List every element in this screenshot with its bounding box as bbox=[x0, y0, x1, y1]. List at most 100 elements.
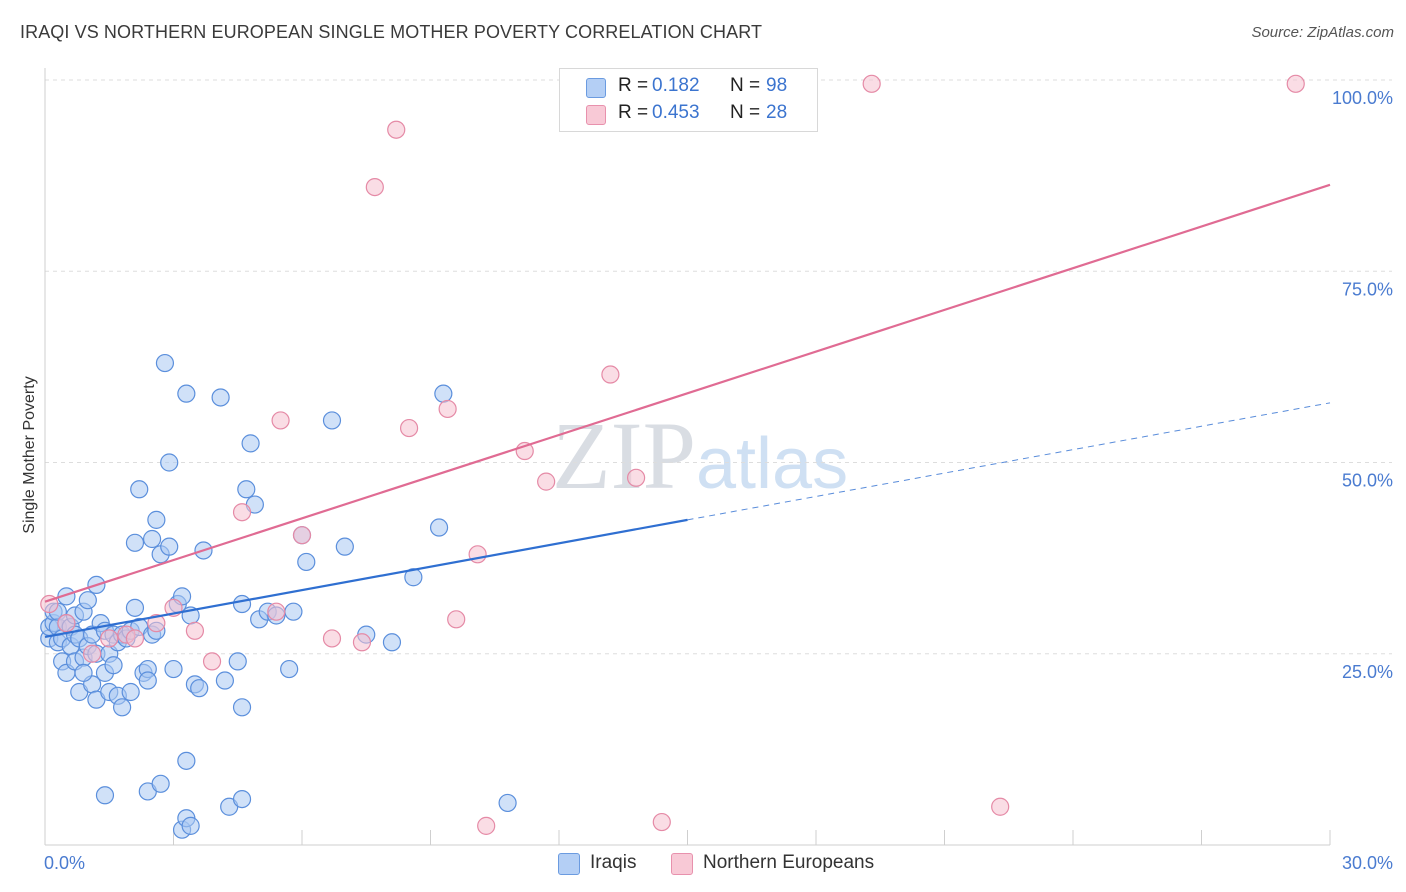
iraqi-point bbox=[498, 793, 517, 813]
x-ticks bbox=[44, 830, 1331, 845]
iraqi-point bbox=[121, 682, 140, 702]
iraqi-point bbox=[232, 594, 252, 614]
northern-european-point bbox=[438, 399, 457, 419]
iraqi-point bbox=[228, 652, 247, 671]
iraqi-point bbox=[215, 671, 234, 690]
bottom-legend-label: Iraqis bbox=[590, 852, 637, 873]
iraqi-point bbox=[429, 518, 449, 537]
iraqi-point bbox=[160, 453, 179, 472]
iraqi-point bbox=[160, 537, 179, 556]
northern-european-swatch bbox=[671, 853, 693, 875]
y-tick-label: 25.0% bbox=[1342, 662, 1393, 682]
y-axis-label: Single Mother Poverty bbox=[21, 376, 38, 533]
northern-european-point bbox=[232, 503, 252, 522]
northern-european-points bbox=[40, 70, 1305, 835]
northern-european-point bbox=[399, 418, 419, 438]
iraqi-point bbox=[164, 659, 183, 679]
northern-european-point bbox=[322, 629, 342, 648]
iraqi-point bbox=[322, 411, 342, 430]
y-tick-labels: 25.0% 50.0% 75.0% 100.0% bbox=[1332, 88, 1393, 682]
iraqi-point bbox=[382, 633, 402, 652]
northern-european-point bbox=[447, 610, 466, 629]
y-tick-label: 75.0% bbox=[1342, 279, 1393, 299]
axes bbox=[44, 68, 1330, 846]
northern-european-point bbox=[991, 797, 1010, 816]
legend-r-value: 0.453 bbox=[652, 102, 700, 123]
iraqi-point bbox=[297, 552, 316, 572]
northern-european-point bbox=[100, 629, 119, 648]
northern-european-point bbox=[537, 472, 556, 491]
northern-european-point bbox=[83, 644, 102, 663]
bottom-legend-label: Northern Europeans bbox=[703, 852, 875, 873]
x-tick-label-max: 30.0% bbox=[1342, 853, 1393, 873]
iraqi-point bbox=[78, 591, 97, 610]
iraqi-trend-extension bbox=[687, 402, 1331, 521]
iraqi-point bbox=[232, 789, 252, 809]
iraqi-point bbox=[74, 663, 93, 682]
iraqi-point bbox=[335, 537, 354, 556]
northern-european-point bbox=[57, 614, 76, 633]
legend-r-label: R = bbox=[618, 102, 649, 123]
northern-european-point bbox=[862, 74, 881, 93]
watermark-zip: ZIP bbox=[552, 402, 696, 509]
chart-title: IRAQI VS NORTHERN EUROPEAN SINGLE MOTHER… bbox=[20, 22, 763, 42]
iraqi-point bbox=[232, 698, 252, 717]
northern-european-point bbox=[125, 629, 145, 648]
northern-european-point bbox=[271, 411, 290, 430]
iraqi-point bbox=[284, 602, 303, 621]
northern-european-point bbox=[352, 633, 372, 652]
watermark: ZIPatlas bbox=[552, 400, 848, 511]
northern-european-point bbox=[202, 652, 222, 671]
iraqi-point bbox=[177, 384, 196, 403]
source-label: Source: ZipAtlas.com bbox=[1251, 24, 1394, 41]
iraqi-point bbox=[57, 587, 76, 606]
iraqi-point bbox=[95, 786, 115, 805]
trend-lines bbox=[44, 183, 1331, 639]
northern-european-point bbox=[292, 526, 312, 545]
iraqi-point bbox=[125, 533, 145, 552]
iraqi-point bbox=[237, 480, 256, 499]
legend-r-value: 0.182 bbox=[652, 75, 700, 96]
northern-european-point bbox=[185, 621, 205, 640]
iraqi-point bbox=[147, 510, 166, 529]
y-tick-label: 100.0% bbox=[1332, 88, 1393, 108]
x-tick-label-min: 0.0% bbox=[44, 853, 85, 873]
northern-european-point bbox=[652, 812, 671, 832]
iraqi-point bbox=[104, 656, 123, 675]
iraqi-point bbox=[112, 698, 132, 717]
northern-european-swatch bbox=[586, 105, 606, 125]
y-tick-label: 50.0% bbox=[1342, 471, 1393, 491]
northern-european-point bbox=[1286, 74, 1305, 93]
legend-n-label: N = bbox=[730, 75, 761, 96]
iraqi-point bbox=[138, 671, 157, 690]
iraqi-point bbox=[151, 774, 170, 793]
northern-european-trend-line bbox=[44, 183, 1331, 603]
northern-european-point bbox=[267, 602, 286, 621]
iraqi-point bbox=[190, 679, 209, 698]
northern-european-point bbox=[365, 178, 384, 197]
iraqi-point bbox=[241, 434, 260, 453]
legend-n-label: N = bbox=[730, 102, 761, 123]
iraqi-points bbox=[40, 353, 517, 839]
iraqi-point bbox=[177, 751, 196, 770]
northern-european-point bbox=[626, 468, 646, 487]
iraqi-point bbox=[211, 388, 230, 407]
watermark-atlas: atlas bbox=[696, 424, 849, 504]
northern-european-point bbox=[601, 365, 620, 384]
legend-n-value: 98 bbox=[766, 75, 788, 96]
northern-european-point bbox=[147, 614, 166, 633]
iraqi-point bbox=[130, 480, 149, 499]
gridlines bbox=[45, 79, 1392, 655]
iraqi-point bbox=[434, 384, 453, 403]
iraqi-point bbox=[142, 529, 162, 549]
iraqi-point bbox=[181, 816, 200, 835]
northern-european-point bbox=[477, 816, 496, 835]
iraqi-point bbox=[155, 353, 175, 373]
iraqi-trend-line bbox=[44, 518, 688, 639]
iraqi-point bbox=[280, 659, 299, 679]
iraqi-swatch bbox=[558, 853, 580, 875]
iraqi-point bbox=[125, 598, 145, 617]
northern-european-point bbox=[387, 120, 406, 139]
legend-n-value: 28 bbox=[766, 102, 788, 123]
